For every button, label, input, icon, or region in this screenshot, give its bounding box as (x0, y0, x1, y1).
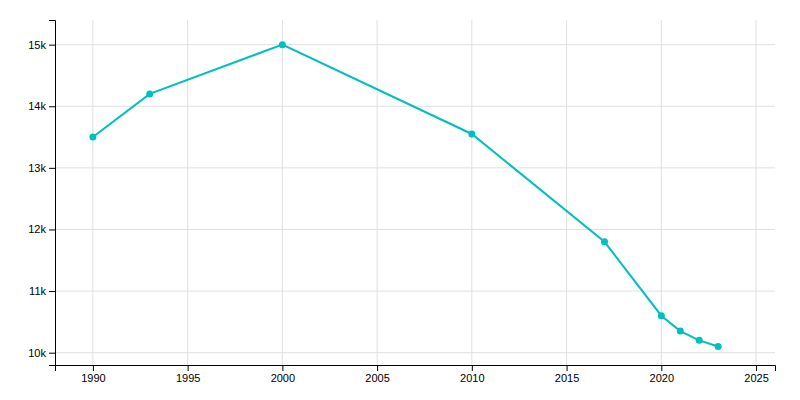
tick-label: 15k (28, 39, 46, 51)
tick-label: 2015 (555, 372, 579, 384)
axis-line (56, 366, 776, 372)
tick-mark (49, 106, 55, 107)
tick-mark (282, 365, 283, 371)
tick-mark (49, 168, 55, 169)
grid-line (187, 20, 188, 365)
tick-label: 1990 (81, 372, 105, 384)
tick-label: 2020 (650, 372, 674, 384)
grid-line (55, 352, 775, 353)
point (468, 130, 475, 137)
tick: 2005 (365, 365, 389, 384)
tick: 11k (29, 285, 55, 297)
data (89, 41, 721, 350)
tick-mark (49, 229, 55, 230)
point (658, 312, 665, 319)
tick-label: 2000 (271, 372, 295, 384)
tick-mark (567, 365, 568, 371)
tick-mark (49, 291, 55, 292)
tick-label: 1995 (176, 372, 200, 384)
tick: 2020 (650, 365, 674, 384)
tick-mark (49, 353, 55, 354)
grid-line (282, 20, 283, 365)
grid-line (55, 229, 775, 230)
grid (55, 20, 775, 365)
tick: 14k (28, 100, 55, 112)
tick: 13k (28, 162, 55, 174)
tick: 1995 (176, 365, 200, 384)
tick: 15k (28, 39, 55, 51)
line (93, 45, 718, 347)
tick-label: 2025 (744, 372, 768, 384)
tick-label: 13k (28, 162, 46, 174)
x-axis: 1990 1995 2000 2005 2010 2015 2020 2025 (56, 365, 776, 384)
chart: 1990 1995 2000 2005 2010 2015 2020 2025 10k 11k 12… (0, 0, 800, 400)
point (677, 328, 684, 335)
grid-line (55, 291, 775, 292)
grid-line (55, 44, 775, 45)
point (715, 343, 722, 350)
grid-line (92, 20, 93, 365)
tick-label: 14k (28, 100, 46, 112)
axis-line (49, 21, 56, 366)
grid-line (471, 20, 472, 365)
tick-label: 2005 (365, 372, 389, 384)
y-axis: 10k 11k 12k 13k 14k 15k (28, 21, 55, 366)
tick: 10k (28, 347, 55, 359)
grid-line (566, 20, 567, 365)
tick: 2000 (271, 365, 295, 384)
tick-mark (93, 365, 94, 371)
tick-mark (49, 45, 55, 46)
tick-mark (188, 365, 189, 371)
plot: 1990 1995 2000 2005 2010 2015 2020 2025 10k 11k 12… (28, 20, 775, 384)
tick-mark (756, 365, 757, 371)
tick-label: 11k (29, 285, 46, 297)
grid-line (55, 167, 775, 168)
tick-mark (472, 365, 473, 371)
tick: 2010 (460, 365, 484, 384)
point (696, 337, 703, 344)
tick: 12k (28, 223, 55, 235)
grid-line (377, 20, 378, 365)
grid-line (756, 20, 757, 365)
point (146, 90, 153, 97)
tick: 1990 (81, 365, 105, 384)
tick-mark (377, 365, 378, 371)
tick-mark (661, 365, 662, 371)
tick-label: 12k (28, 223, 46, 235)
point (601, 238, 608, 245)
point (89, 134, 96, 141)
tick-label: 10k (28, 347, 46, 359)
tick-label: 2010 (460, 372, 484, 384)
point (279, 41, 286, 48)
tick: 2025 (744, 365, 768, 384)
tick: 2015 (555, 365, 579, 384)
